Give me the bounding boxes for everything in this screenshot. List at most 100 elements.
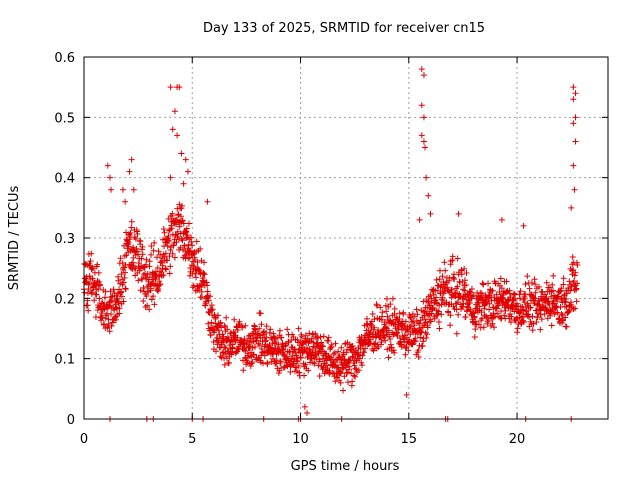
- data-point: [427, 318, 434, 325]
- data-point: [415, 354, 422, 361]
- data-point: [301, 372, 308, 379]
- data-point: [346, 363, 353, 370]
- data-point: [496, 298, 503, 305]
- data-point: [405, 347, 412, 354]
- data-point: [402, 351, 409, 358]
- data-point: [413, 306, 420, 313]
- data-point: [87, 258, 94, 265]
- data-point: [543, 279, 550, 286]
- data-point: [511, 290, 518, 297]
- data-point: [351, 362, 358, 369]
- data-point: [162, 250, 169, 257]
- data-point: [377, 341, 384, 348]
- data-point: [267, 326, 274, 333]
- data-point: [561, 291, 568, 298]
- data-point: [128, 224, 135, 231]
- data-point: [481, 305, 488, 312]
- data-point: [425, 192, 432, 199]
- data-point: [391, 349, 398, 356]
- data-point: [554, 309, 561, 316]
- data-point: [532, 289, 539, 296]
- data-point: [477, 324, 484, 331]
- data-point: [116, 305, 123, 312]
- data-point: [384, 313, 391, 320]
- data-point: [271, 340, 278, 347]
- data-point: [412, 335, 419, 342]
- x-tick-label: 15: [401, 432, 418, 447]
- data-point: [234, 327, 241, 334]
- data-point: [396, 315, 403, 322]
- y-tick-label: 0.2: [54, 292, 75, 307]
- data-point: [156, 282, 163, 289]
- data-point: [482, 300, 489, 307]
- data-point: [84, 302, 91, 309]
- data-point: [324, 353, 331, 360]
- data-point: [470, 292, 477, 299]
- data-point: [337, 369, 344, 376]
- data-point: [178, 150, 185, 157]
- data-point: [155, 248, 162, 255]
- data-point: [436, 325, 443, 332]
- data-point: [316, 358, 323, 365]
- data-point: [308, 355, 315, 362]
- data-point: [166, 253, 173, 260]
- data-point: [310, 339, 317, 346]
- data-point: [356, 355, 363, 362]
- data-point: [379, 309, 386, 316]
- data-point: [112, 301, 119, 308]
- data-point: [169, 250, 176, 257]
- data-point: [419, 342, 426, 349]
- data-point: [489, 287, 496, 294]
- data-point: [130, 244, 137, 251]
- data-point: [159, 262, 166, 269]
- data-point: [89, 289, 96, 296]
- data-point: [454, 283, 461, 290]
- data-point: [168, 225, 175, 232]
- data-point: [125, 239, 132, 246]
- data-point: [138, 255, 145, 262]
- data-point: [148, 243, 155, 250]
- data-point: [520, 222, 527, 229]
- chart-title: Day 133 of 2025, SRMTID for receiver cn1…: [203, 21, 485, 36]
- data-point: [571, 278, 578, 285]
- data-point: [143, 256, 150, 263]
- data-point: [407, 313, 414, 320]
- data-point: [161, 229, 168, 236]
- y-tick-label: 0.5: [54, 111, 75, 126]
- data-point: [541, 311, 548, 318]
- data-point: [85, 281, 92, 288]
- data-point: [137, 238, 144, 245]
- data-point: [155, 285, 162, 292]
- data-point: [109, 319, 116, 326]
- data-point: [528, 279, 535, 286]
- data-point: [527, 304, 534, 311]
- data-point: [182, 228, 189, 235]
- data-point: [153, 282, 160, 289]
- data-point: [249, 358, 256, 365]
- data-point: [162, 265, 169, 272]
- data-point: [163, 266, 170, 273]
- data-point: [432, 299, 439, 306]
- data-point: [249, 331, 256, 338]
- data-point: [403, 391, 410, 398]
- data-point: [555, 293, 562, 300]
- data-point: [182, 156, 189, 163]
- data-point: [149, 280, 156, 287]
- data-point: [198, 288, 205, 295]
- data-point: [568, 267, 575, 274]
- data-point: [176, 84, 183, 91]
- data-point: [572, 138, 579, 145]
- data-point: [497, 314, 504, 321]
- data-point: [118, 288, 125, 295]
- data-point: [458, 271, 465, 278]
- data-point: [151, 239, 158, 246]
- data-point: [108, 311, 115, 318]
- data-point: [383, 295, 390, 302]
- data-point: [263, 323, 270, 330]
- data-point: [113, 306, 120, 313]
- data-point: [468, 285, 475, 292]
- data-point: [517, 288, 524, 295]
- data-point: [120, 279, 127, 286]
- data-point: [371, 324, 378, 331]
- data-point: [295, 362, 302, 369]
